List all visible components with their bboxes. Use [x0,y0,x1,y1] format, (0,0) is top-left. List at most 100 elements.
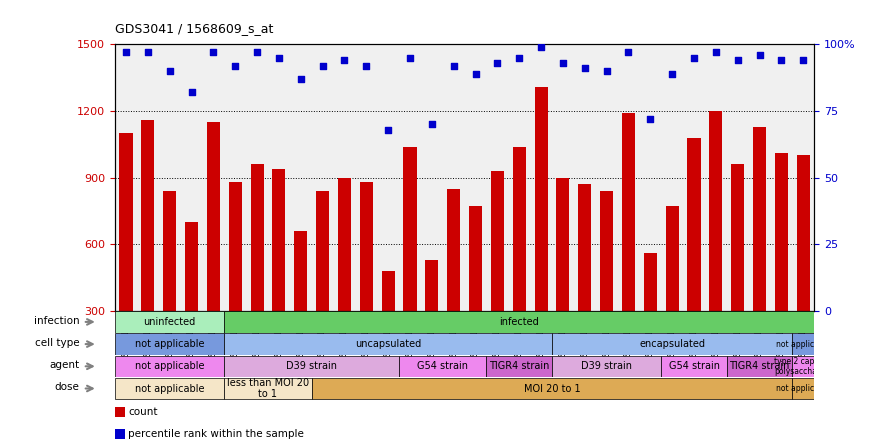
Bar [273,169,286,377]
Point [447,62,461,69]
Bar [381,271,395,377]
Point [228,62,242,69]
Point [512,54,527,61]
Point [687,54,701,61]
Bar [792,333,814,355]
Point [141,49,155,56]
Bar [600,191,613,377]
Bar [643,253,657,377]
Bar [338,178,351,377]
Point [337,57,351,64]
Bar [224,311,814,333]
Point [534,44,548,51]
Bar [185,222,198,377]
Text: not applicable: not applicable [776,384,831,393]
Text: uncapsulated: uncapsulated [355,339,421,349]
Text: G54 strain: G54 strain [417,361,468,371]
Bar [115,378,224,399]
Text: agent: agent [50,360,80,370]
Bar [115,311,224,333]
Point [643,115,658,123]
Point [250,49,264,56]
Text: GDS3041 / 1568609_s_at: GDS3041 / 1568609_s_at [115,23,273,36]
Bar [796,155,810,377]
Bar [552,333,792,355]
Bar [666,206,679,377]
Bar [142,120,154,377]
Bar [163,191,176,377]
Bar [487,356,552,377]
Bar [447,189,460,377]
Text: D39 strain: D39 strain [581,361,632,371]
Text: infected: infected [499,317,539,327]
Bar [404,147,417,377]
Point [752,52,766,59]
Bar [399,356,487,377]
Bar [552,356,661,377]
Point [272,54,286,61]
Bar [224,356,399,377]
Bar [512,147,526,377]
Bar [622,113,635,377]
Text: TIGR4 strain: TIGR4 strain [729,361,789,371]
Bar [250,164,264,377]
Bar [661,356,727,377]
Text: not applicable: not applicable [135,384,204,393]
Bar [119,133,133,377]
Text: G54 strain: G54 strain [668,361,720,371]
Point [403,54,417,61]
Bar [224,333,552,355]
Bar [688,138,701,377]
Text: count: count [128,407,158,417]
Text: MOI 20 to 1: MOI 20 to 1 [524,384,581,393]
Point [621,49,635,56]
Text: type 2 capsular
polysaccharide: type 2 capsular polysaccharide [773,357,833,376]
Point [359,62,373,69]
Point [774,57,789,64]
Point [381,126,396,133]
Bar [115,356,224,377]
Bar [469,206,482,377]
Point [294,75,308,83]
Bar [115,407,125,417]
Text: encapsulated: encapsulated [639,339,705,349]
Bar [535,87,548,377]
Point [556,59,570,67]
Point [119,49,133,56]
Bar [316,191,329,377]
Text: uninfected: uninfected [143,317,196,327]
Bar [753,127,766,377]
Bar [360,182,373,377]
Point [490,59,504,67]
Point [666,70,680,77]
Point [206,49,220,56]
Text: percentile rank within the sample: percentile rank within the sample [128,429,304,439]
Point [709,49,723,56]
Bar [792,356,814,377]
Bar [727,356,792,377]
Bar [115,333,224,355]
Bar [228,182,242,377]
Point [731,57,745,64]
Bar [775,153,788,377]
Text: not applicable: not applicable [135,339,204,349]
Bar [294,231,307,377]
Bar [731,164,744,377]
Text: infection: infection [34,316,80,326]
Bar [578,184,591,377]
Point [184,89,198,96]
Bar [224,378,312,399]
Bar [115,429,125,439]
Text: less than MOI 20
to 1: less than MOI 20 to 1 [227,378,309,399]
Point [425,121,439,128]
Bar [426,260,438,377]
Bar [312,378,792,399]
Bar [792,378,814,399]
Point [316,62,330,69]
Text: D39 strain: D39 strain [286,361,337,371]
Text: TIGR4 strain: TIGR4 strain [489,361,550,371]
Point [796,57,811,64]
Text: dose: dose [55,382,80,392]
Text: not applicable: not applicable [776,340,831,349]
Bar [557,178,570,377]
